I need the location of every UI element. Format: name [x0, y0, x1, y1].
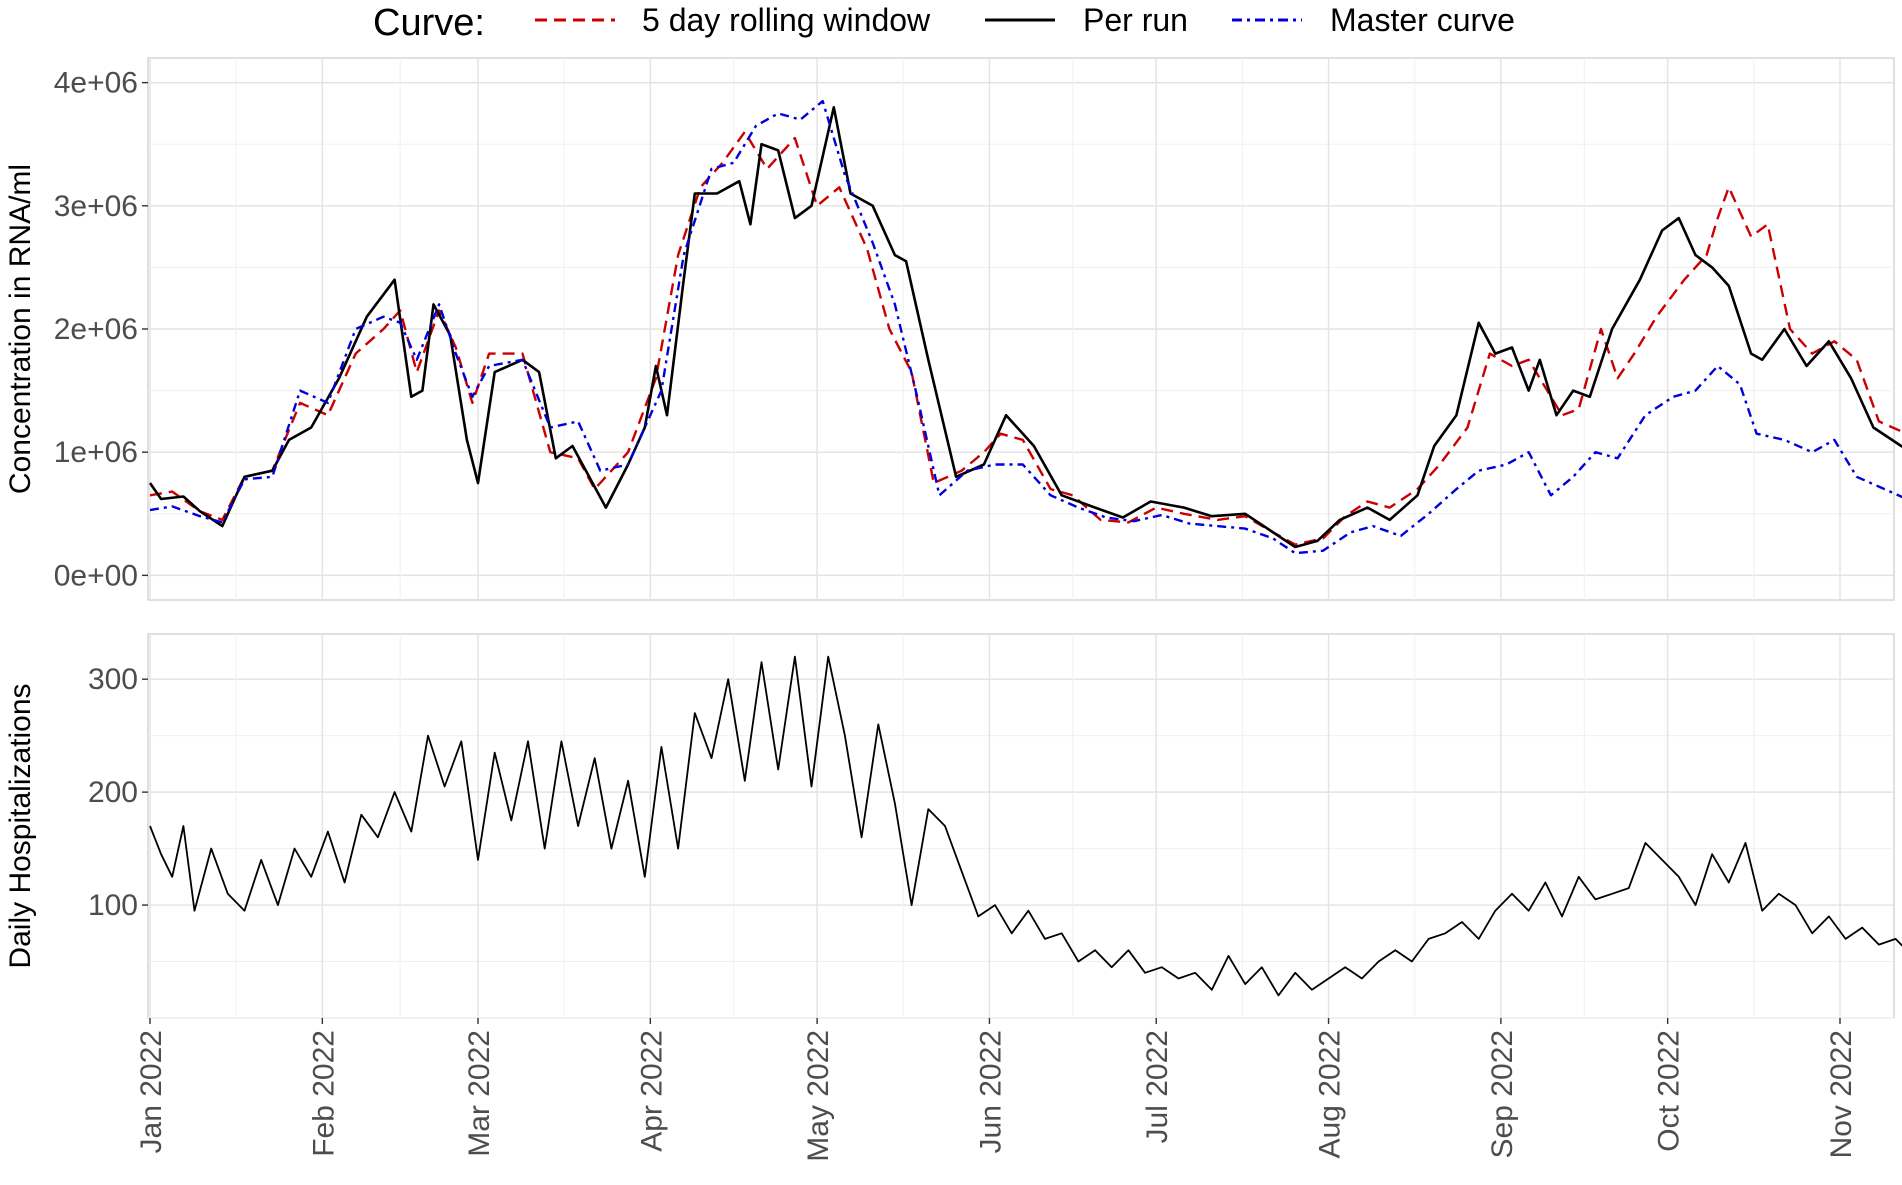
hospitalizations-y-ticks: 100 200 300 — [88, 663, 148, 922]
legend-label-per-run: Per run — [1083, 2, 1188, 38]
x-tick-label: Mar 2022 — [463, 1030, 496, 1157]
hospitalizations-grid — [148, 634, 1894, 1019]
x-tick-label: Jun 2022 — [974, 1030, 1007, 1153]
concentration-series — [148, 99, 1902, 555]
x-tick-label: May 2022 — [802, 1030, 835, 1162]
x-tick-label: Aug 2022 — [1314, 1030, 1347, 1158]
hospitalizations-y-tick-label: 300 — [88, 663, 138, 696]
concentration-y-tick-label: 1e+06 — [54, 436, 138, 469]
legend-label-master: Master curve — [1330, 2, 1515, 38]
x-tick-label: Jan 2022 — [135, 1030, 168, 1153]
concentration-y-tick-label: 3e+06 — [54, 190, 138, 223]
concentration-y-ticks: 0e+00 1e+06 2e+06 3e+06 4e+06 — [54, 67, 148, 592]
concentration-y-axis-title: Concentration in RNA/ml — [4, 164, 37, 494]
x-axis-ticks: Jan 2022 Feb 2022 Mar 2022 Apr 2022 May 2022… — [135, 1018, 1858, 1162]
concentration-series-line-1 — [148, 106, 1902, 549]
legend-label-rolling: 5 day rolling window — [642, 2, 931, 38]
concentration-panel: 0e+00 1e+06 2e+06 3e+06 4e+06 Concentration … — [4, 57, 1902, 601]
x-tick-label: Jul 2022 — [1141, 1030, 1174, 1143]
legend-title: Curve: — [373, 2, 485, 44]
concentration-y-tick-label: 2e+06 — [54, 313, 138, 346]
hospitalizations-series — [149, 655, 1902, 997]
hospitalizations-series-line-0 — [149, 655, 1902, 997]
hospitalizations-y-axis-title: Daily Hospitalizations — [4, 683, 37, 968]
hospitalizations-y-tick-label: 100 — [88, 889, 138, 922]
x-tick-label: Sep 2022 — [1486, 1030, 1519, 1158]
x-tick-label: Nov 2022 — [1825, 1030, 1858, 1158]
x-tick-label: Apr 2022 — [635, 1030, 668, 1152]
concentration-y-tick-label: 4e+06 — [54, 67, 138, 100]
hospitalizations-panel: 100 200 300 Daily Hospitalizations — [4, 633, 1902, 1019]
x-tick-label: Oct 2022 — [1653, 1030, 1686, 1152]
concentration-series-line-2 — [149, 99, 1902, 555]
concentration-grid — [148, 58, 1894, 600]
hospitalizations-panel-border — [147, 633, 1895, 1019]
concentration-y-tick-label: 0e+00 — [54, 559, 138, 592]
legend: Curve: 5 day rolling window Per run Mast… — [373, 2, 1515, 44]
x-tick-label: Feb 2022 — [307, 1030, 340, 1157]
hospitalizations-y-tick-label: 200 — [88, 776, 138, 809]
